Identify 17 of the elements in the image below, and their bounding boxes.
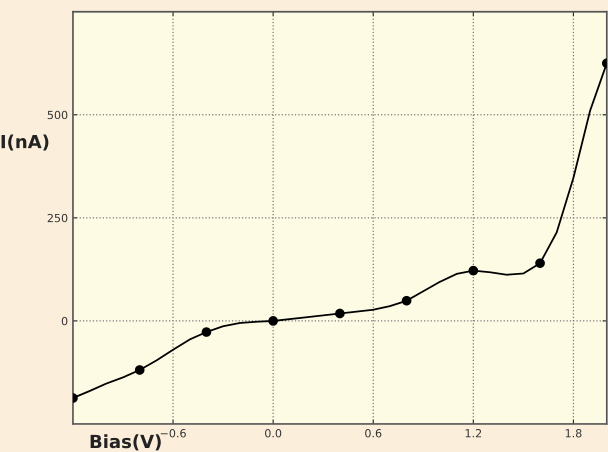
point (335, 308, 345, 318)
y-tick-label: 0 (62, 316, 68, 326)
y-tick-label: 250 (48, 214, 68, 222)
point (468, 266, 478, 276)
point (535, 258, 545, 268)
x-tick-label: 0.0 (265, 429, 282, 438)
y-tick-label: 500 (48, 110, 68, 120)
x-tick-label: 1.2 (466, 429, 482, 438)
point (402, 296, 412, 306)
point (268, 316, 278, 326)
x-tick-label: 0.6 (365, 429, 382, 438)
x-tick-label: −0.6 (160, 429, 186, 438)
x-axis-title: Bias(V) (90, 434, 161, 450)
point (202, 327, 212, 337)
x-tick-label: 1.8 (566, 429, 582, 438)
y-axis-title: I(nA) (2, 134, 48, 151)
point (134, 365, 145, 375)
